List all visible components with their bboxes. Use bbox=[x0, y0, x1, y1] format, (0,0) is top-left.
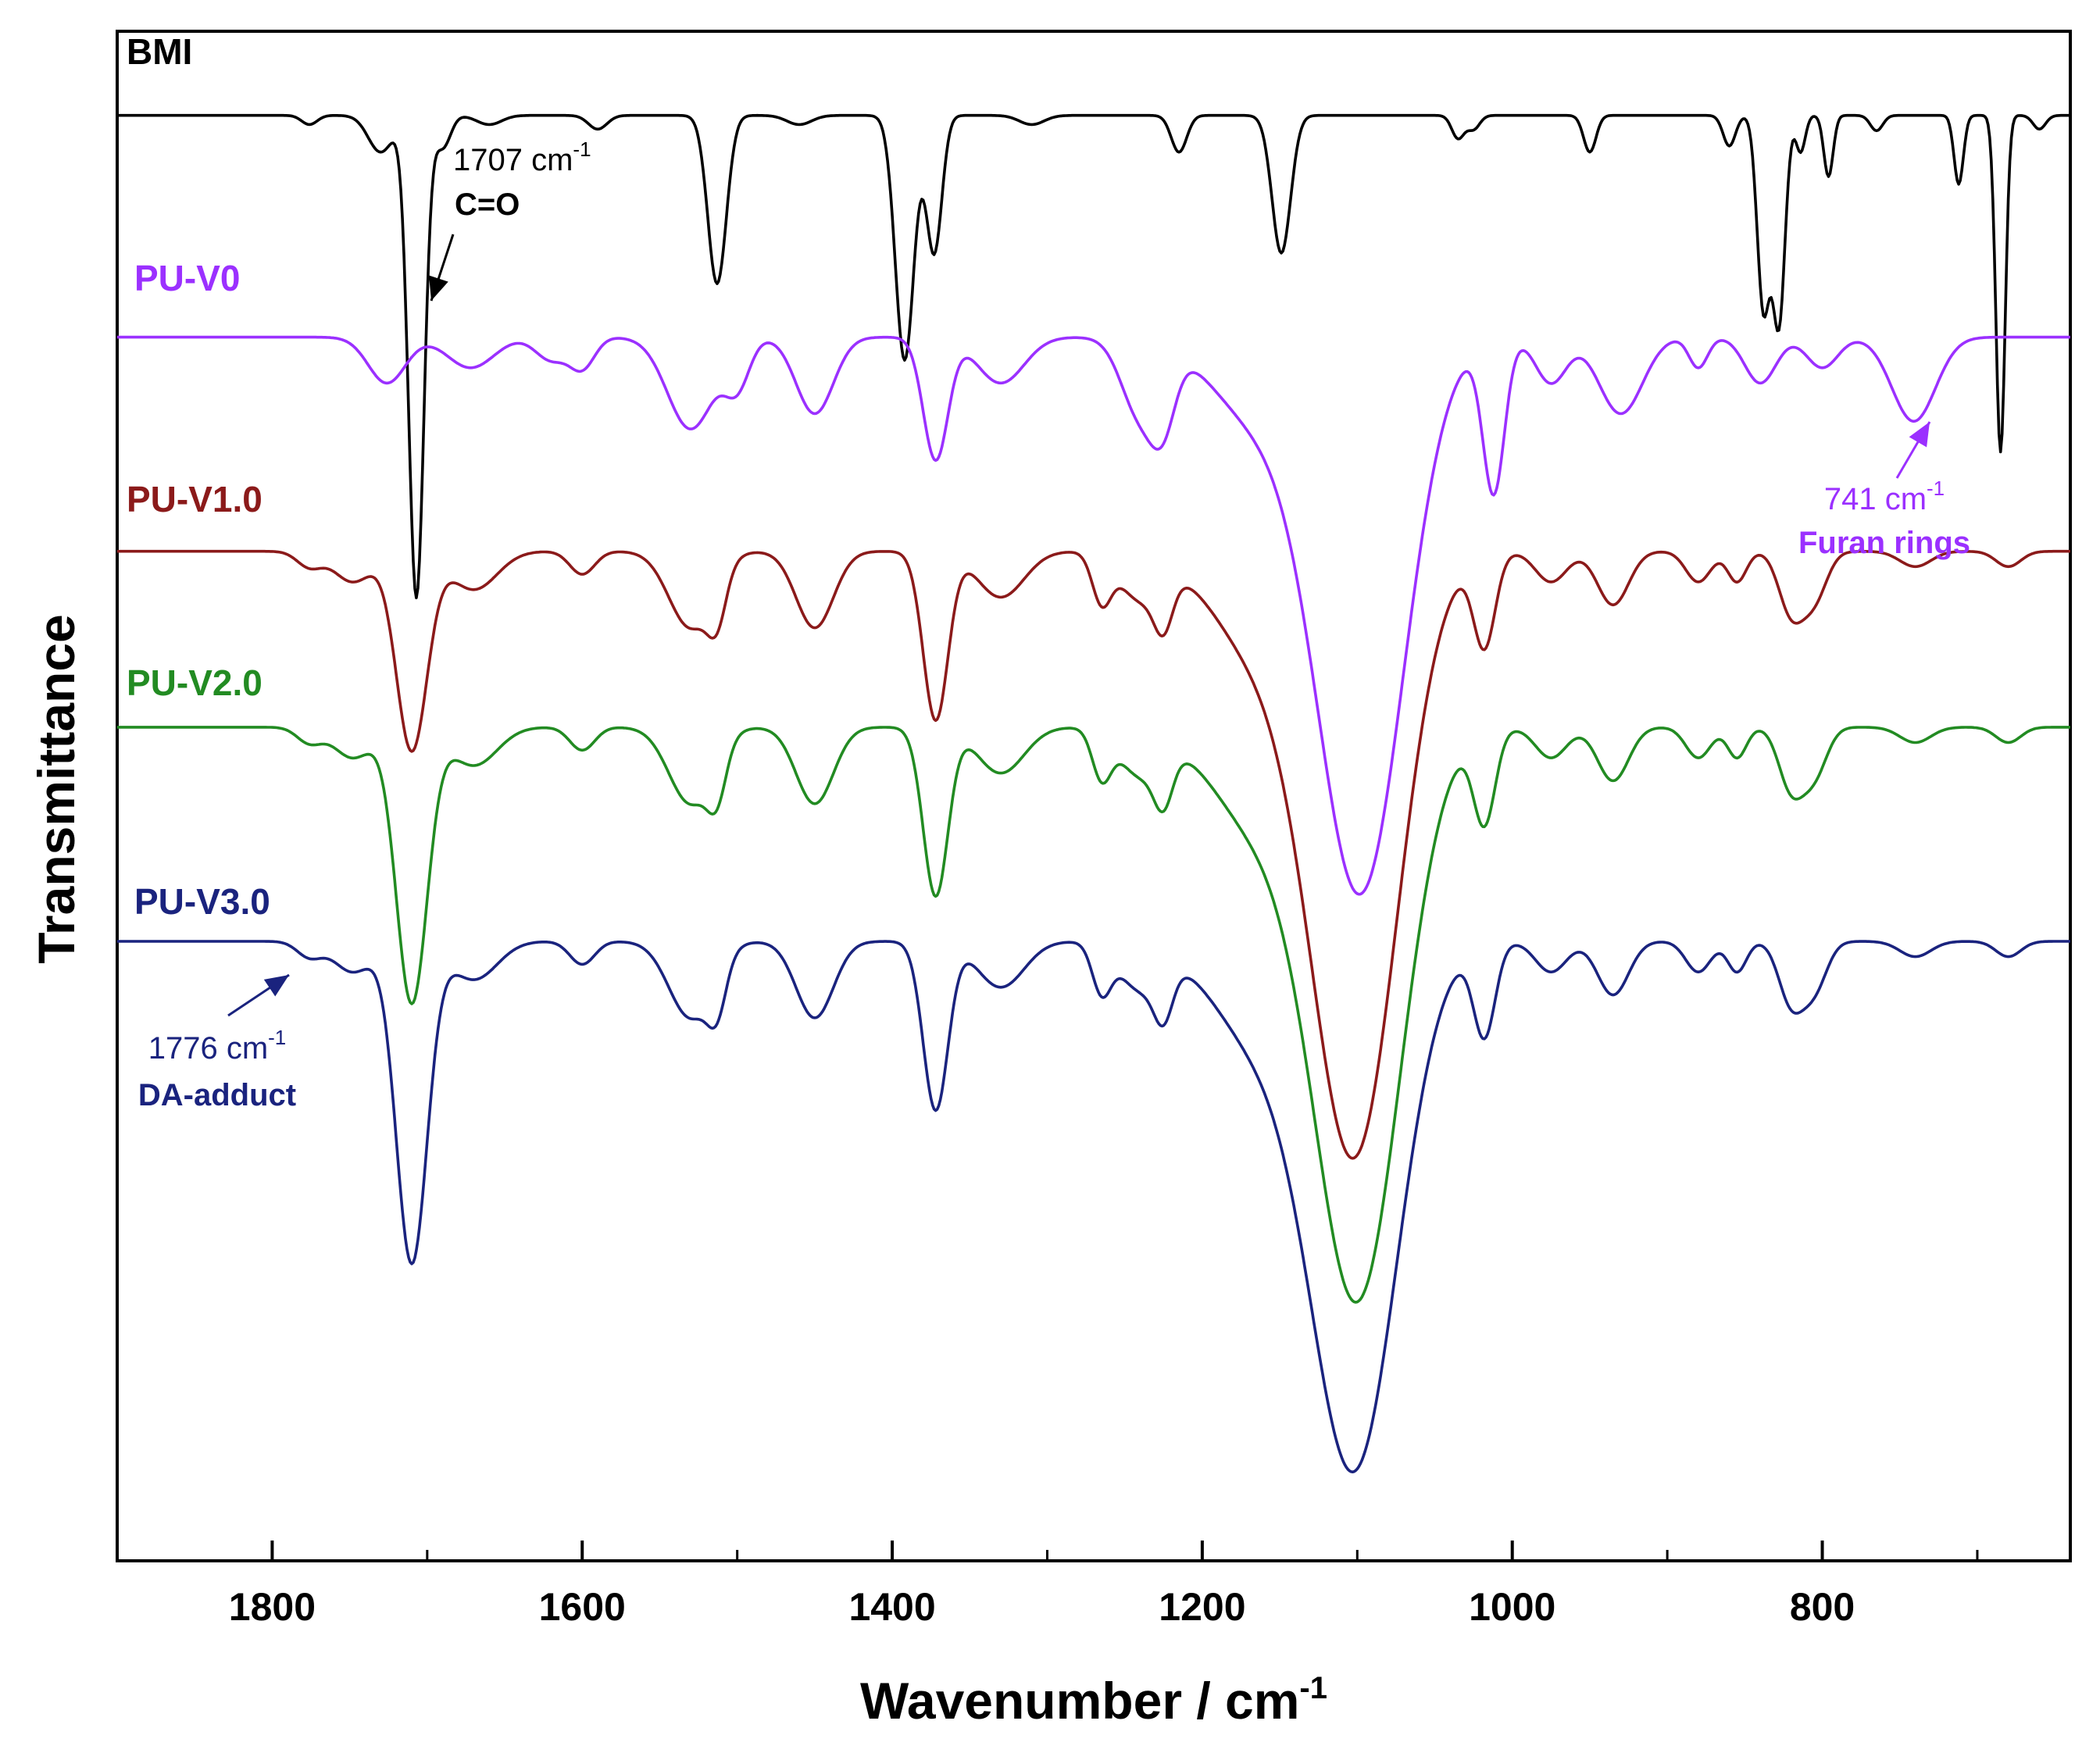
annotations: 1707 cm-1 C=O 741 cm-1 Furan rings 1776 cm-1… bbox=[138, 137, 1970, 1112]
x-tick-label-1000: 1000 bbox=[1469, 1585, 1555, 1629]
series-line-pu-v2-0 bbox=[117, 726, 2070, 1304]
annotation-1776-arrowhead bbox=[263, 975, 289, 997]
series-line-pu-v3-0 bbox=[117, 940, 2070, 1473]
x-tick-label-1600: 1600 bbox=[539, 1585, 626, 1629]
x-axis-title: Wavenumber / cm-1 bbox=[860, 1671, 1327, 1730]
annotation-741-value: 741 cm-1 bbox=[1824, 477, 1945, 516]
x-axis-title-text: Wavenumber / cm bbox=[860, 1672, 1299, 1730]
annotation-1776-value: 1776 cm-1 bbox=[148, 1026, 287, 1066]
y-axis-title: Transmittance bbox=[27, 614, 85, 964]
annotation-1707-arrowhead bbox=[429, 275, 448, 301]
series-labels: BMI PU-V0 PU-V1.0 PU-V2.0 PU-V3.0 bbox=[127, 31, 270, 922]
annotation-741-label: Furan rings bbox=[1798, 526, 1970, 560]
x-axis-ticks: 1800 1600 1400 1200 1000 800 bbox=[229, 1541, 1979, 1629]
annotation-741-arrowhead bbox=[1909, 422, 1930, 448]
x-tick-label-1200: 1200 bbox=[1159, 1585, 1245, 1629]
series-line-pu-v0 bbox=[117, 335, 2070, 896]
series-line-pu-v1-0 bbox=[117, 549, 2070, 1160]
annotation-1707-value: 1707 cm-1 bbox=[453, 137, 591, 177]
x-tick-label-1800: 1800 bbox=[229, 1585, 316, 1629]
series-label-pu-v0: PU-V0 bbox=[134, 258, 240, 298]
annotation-1707-label: C=O bbox=[455, 187, 520, 222]
x-tick-label-800: 800 bbox=[1790, 1585, 1855, 1629]
x-axis-title-sup: -1 bbox=[1299, 1671, 1327, 1705]
series-label-pu-v2-0: PU-V2.0 bbox=[127, 662, 262, 703]
series-lines bbox=[117, 113, 2070, 1473]
series-line-bmi bbox=[117, 113, 2070, 600]
annotation-1776-label: DA-adduct bbox=[138, 1078, 296, 1112]
series-label-pu-v1-0: PU-V1.0 bbox=[127, 479, 262, 519]
plot-frame bbox=[116, 30, 2072, 1562]
series-label-bmi: BMI bbox=[127, 31, 192, 72]
series-label-pu-v3-0: PU-V3.0 bbox=[134, 881, 270, 922]
x-tick-label-1400: 1400 bbox=[848, 1585, 935, 1629]
